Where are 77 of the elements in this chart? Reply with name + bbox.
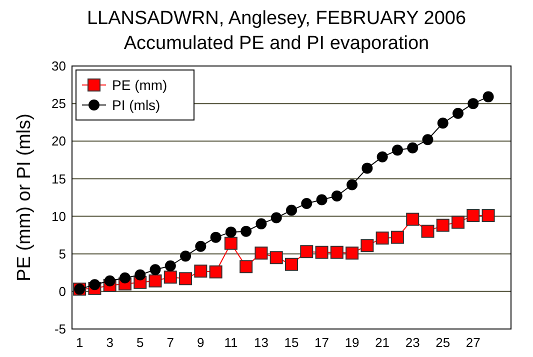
x-tick-label: 19: [344, 335, 360, 350]
point: [89, 279, 100, 290]
point: [225, 226, 236, 238]
point: [270, 251, 283, 264]
point: [360, 239, 374, 252]
x-tick-label: 3: [106, 335, 114, 350]
chart-subtitle: Accumulated PE and PI evaporation: [124, 33, 430, 54]
point: [209, 265, 222, 278]
legend-label: PI (mls): [112, 96, 160, 113]
y-tick-label: 0: [58, 284, 66, 299]
y-tick-label: 10: [52, 208, 66, 224]
point: [179, 272, 192, 286]
y-tick-label: 30: [52, 58, 66, 74]
x-tick-label: 23: [405, 335, 420, 350]
x-tick-label: 27: [466, 335, 480, 350]
point: [254, 246, 268, 260]
x-tick-label: 15: [284, 335, 299, 350]
y-tick-label: 20: [52, 134, 66, 149]
point: [452, 216, 465, 229]
point: [210, 232, 222, 243]
point: [482, 91, 494, 102]
point: [256, 218, 267, 230]
x-tick-label: 17: [314, 335, 330, 350]
y-tick-label: 5: [58, 246, 66, 262]
point: [346, 179, 358, 190]
point: [421, 224, 434, 238]
point: [331, 190, 342, 202]
point: [315, 246, 328, 259]
point: [224, 236, 238, 250]
point: [240, 260, 253, 274]
point: [482, 209, 495, 222]
point: [180, 250, 192, 262]
y-tick-label: 15: [52, 171, 66, 186]
point: [362, 162, 373, 174]
x-tick-label: 1: [76, 335, 84, 350]
point: [406, 212, 420, 226]
point: [195, 240, 206, 252]
point: [452, 108, 464, 119]
point: [392, 144, 403, 156]
point: [301, 198, 312, 210]
x-tick-label: 5: [136, 335, 144, 350]
legend-label: PE (mm): [112, 76, 168, 93]
point: [164, 270, 177, 284]
point: [437, 118, 448, 129]
point: [240, 226, 252, 237]
x-tick-label: 7: [166, 335, 174, 350]
point: [330, 246, 344, 259]
y-tick-label: 25: [52, 96, 66, 112]
point: [285, 258, 298, 271]
point: [150, 264, 161, 276]
point: [316, 194, 328, 206]
point: [390, 230, 404, 244]
point: [376, 232, 389, 245]
point: [468, 98, 479, 110]
x-tick-label: 9: [197, 335, 204, 350]
chart-title: LLANSADWRN, Anglesey, FEBRUARY 2006: [86, 8, 466, 29]
point: [466, 209, 480, 222]
point: [194, 264, 208, 278]
point: [134, 269, 146, 280]
point: [422, 134, 434, 146]
x-tick-label: 21: [375, 335, 390, 350]
y-axis-title: PE (mm) or PI (mls): [14, 114, 35, 282]
x-tick-label: 11: [224, 335, 238, 350]
x-tick-label: 25: [436, 335, 450, 350]
x-tick-label: 13: [254, 335, 268, 350]
point: [286, 204, 297, 216]
point: [407, 142, 418, 154]
y-tick-label: -5: [54, 322, 66, 337]
point: [436, 218, 450, 232]
point: [119, 272, 130, 284]
point: [376, 151, 388, 162]
point: [300, 245, 314, 258]
point: [164, 260, 176, 272]
point: [104, 275, 116, 286]
point: [270, 212, 282, 224]
point: [346, 246, 359, 260]
point: [148, 274, 162, 288]
